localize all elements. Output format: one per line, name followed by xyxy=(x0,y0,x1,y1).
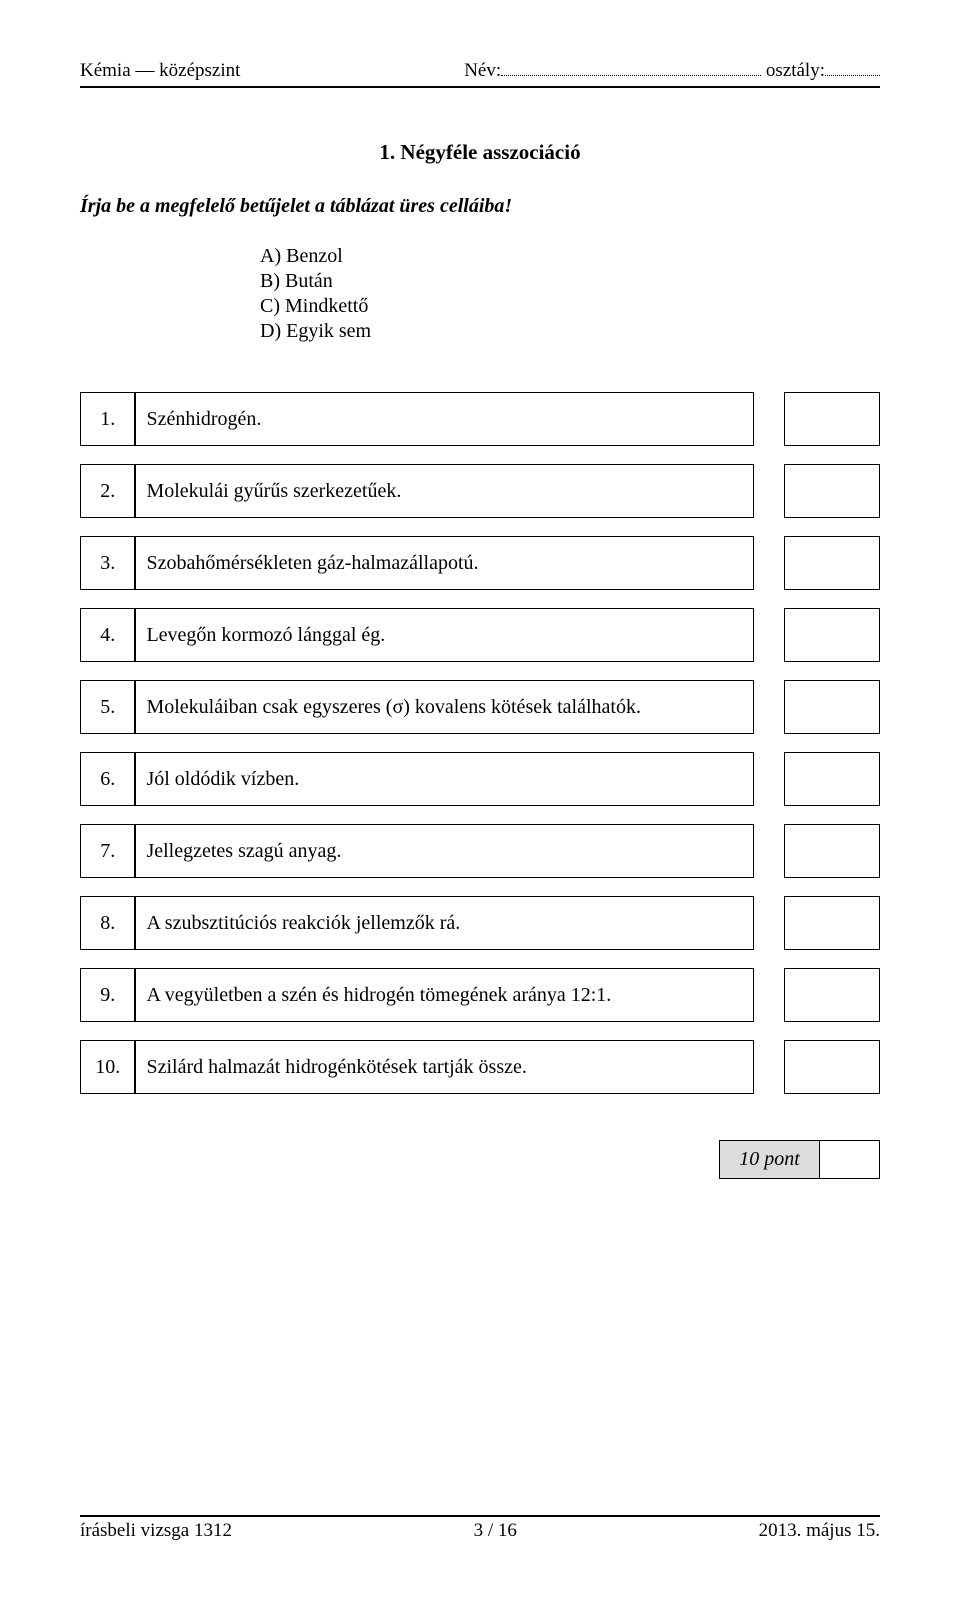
questions-table-wrap: 1.Szénhidrogén.2.Molekulái gyűrűs szerke… xyxy=(80,374,880,1112)
answer-cell[interactable] xyxy=(784,1040,880,1094)
name-class-fields: Név: osztály: xyxy=(464,60,880,82)
answer-options: A) Benzol B) Bután C) Mindkettő D) Egyik… xyxy=(260,244,880,344)
question-row: 7.Jellegzetes szagú anyag. xyxy=(80,824,880,878)
spacer xyxy=(754,752,784,806)
question-number: 3. xyxy=(80,536,135,590)
question-row: 2.Molekulái gyűrűs szerkezetűek. xyxy=(80,464,880,518)
class-label: osztály: xyxy=(766,60,825,81)
question-text: Molekulái gyűrűs szerkezetűek. xyxy=(135,464,754,518)
subject-level: Kémia — középszint xyxy=(80,60,240,82)
questions-table: 1.Szénhidrogén.2.Molekulái gyűrűs szerke… xyxy=(80,374,880,1112)
question-number: 9. xyxy=(80,968,135,1022)
answer-cell[interactable] xyxy=(784,752,880,806)
answer-cell[interactable] xyxy=(784,608,880,662)
footer-left: írásbeli vizsga 1312 xyxy=(80,1520,232,1542)
question-text: Szénhidrogén. xyxy=(135,392,754,446)
question-text: Szobahőmérsékleten gáz-halmazállapotú. xyxy=(135,536,754,590)
question-text: Levegőn kormozó lánggal ég. xyxy=(135,608,754,662)
question-number: 10. xyxy=(80,1040,135,1094)
name-label: Név: xyxy=(464,60,501,81)
question-text: Jól oldódik vízben. xyxy=(135,752,754,806)
answer-cell[interactable] xyxy=(784,824,880,878)
question-row: 8.A szubsztitúciós reakciók jellemzők rá… xyxy=(80,896,880,950)
spacer xyxy=(754,1040,784,1094)
answer-cell[interactable] xyxy=(784,536,880,590)
header-rule xyxy=(80,86,880,88)
class-dotted-line[interactable] xyxy=(825,61,880,76)
question-number: 6. xyxy=(80,752,135,806)
score-label: 10 pont xyxy=(720,1141,820,1179)
question-text: Szilárd halmazát hidrogénkötések tartják… xyxy=(135,1040,754,1094)
question-number: 1. xyxy=(80,392,135,446)
question-row: 4.Levegőn kormozó lánggal ég. xyxy=(80,608,880,662)
spacer xyxy=(754,824,784,878)
spacer xyxy=(754,896,784,950)
answer-cell[interactable] xyxy=(784,392,880,446)
answer-cell[interactable] xyxy=(784,464,880,518)
footer-rule xyxy=(80,1515,880,1517)
question-row: 3.Szobahőmérsékleten gáz-halmazállapotú. xyxy=(80,536,880,590)
option-d: D) Egyik sem xyxy=(260,319,880,344)
question-row: 1.Szénhidrogén. xyxy=(80,392,880,446)
exam-page: Kémia — középszint Név: osztály: 1. Négy… xyxy=(0,0,960,1597)
spacer xyxy=(754,392,784,446)
question-text: A szubsztitúciós reakciók jellemzők rá. xyxy=(135,896,754,950)
question-text: Molekuláiban csak egyszeres (σ) kovalens… xyxy=(135,680,754,734)
score-blank[interactable] xyxy=(820,1141,880,1179)
question-row: 9.A vegyületben a szén és hidrogén tömeg… xyxy=(80,968,880,1022)
score-box-wrap: 10 pont xyxy=(80,1140,880,1179)
spacer xyxy=(754,464,784,518)
option-a: A) Benzol xyxy=(260,244,880,269)
option-c: C) Mindkettő xyxy=(260,294,880,319)
instruction-text: Írja be a megfelelő betűjelet a táblázat… xyxy=(80,195,880,218)
question-row: 6.Jól oldódik vízben. xyxy=(80,752,880,806)
question-number: 8. xyxy=(80,896,135,950)
footer-right: 2013. május 15. xyxy=(759,1520,880,1542)
answer-cell[interactable] xyxy=(784,968,880,1022)
option-b: B) Bután xyxy=(260,269,880,294)
question-number: 5. xyxy=(80,680,135,734)
question-row: 5.Molekuláiban csak egyszeres (σ) kovale… xyxy=(80,680,880,734)
spacer xyxy=(754,968,784,1022)
question-text: Jellegzetes szagú anyag. xyxy=(135,824,754,878)
name-dotted-line[interactable] xyxy=(501,61,761,76)
question-row: 10.Szilárd halmazát hidrogénkötések tart… xyxy=(80,1040,880,1094)
spacer xyxy=(754,608,784,662)
answer-cell[interactable] xyxy=(784,896,880,950)
section-title: 1. Négyféle asszociáció xyxy=(80,140,880,165)
footer-center: 3 / 16 xyxy=(474,1520,517,1542)
question-number: 7. xyxy=(80,824,135,878)
question-text: A vegyületben a szén és hidrogén tömegén… xyxy=(135,968,754,1022)
score-box: 10 pont xyxy=(719,1140,880,1179)
spacer xyxy=(754,680,784,734)
page-header: Kémia — középszint Név: osztály: xyxy=(80,60,880,82)
question-number: 2. xyxy=(80,464,135,518)
spacer xyxy=(754,536,784,590)
page-footer: írásbeli vizsga 1312 3 / 16 2013. május … xyxy=(80,1515,880,1542)
answer-cell[interactable] xyxy=(784,680,880,734)
question-number: 4. xyxy=(80,608,135,662)
